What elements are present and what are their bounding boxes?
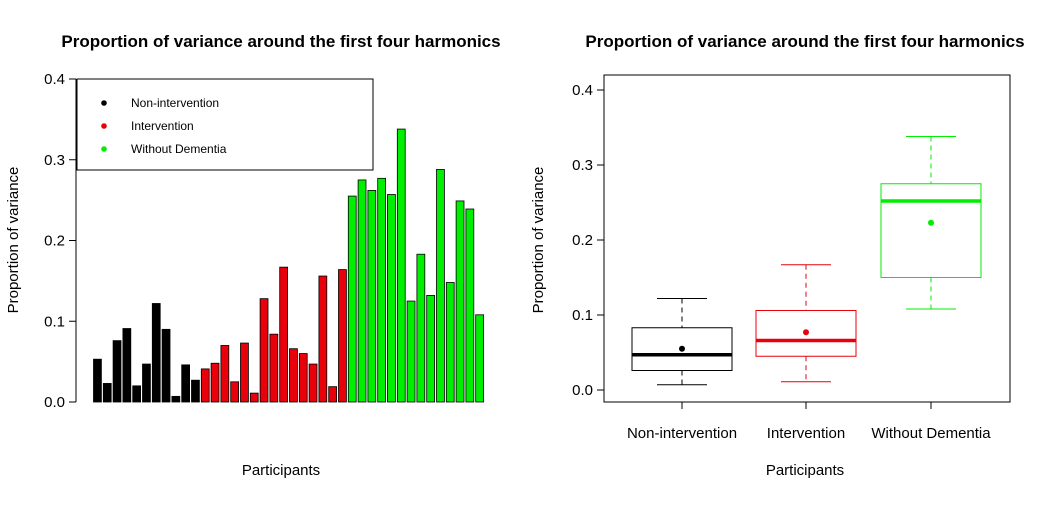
bar [367, 190, 377, 403]
box-plot-x-label: Participants [766, 462, 844, 479]
legend-marker [101, 146, 107, 152]
bar-y-tick-label: 0.4 [44, 71, 65, 88]
bar [249, 392, 259, 403]
mean-point [679, 345, 685, 352]
box-without-dementia [880, 136, 982, 310]
bar [112, 340, 122, 403]
legend-marker [101, 123, 107, 129]
bar [210, 362, 220, 403]
box-plot-title: Proportion of variance around the first … [585, 32, 1024, 51]
bar [387, 194, 396, 403]
bar [308, 363, 318, 403]
bar [142, 363, 151, 403]
box-intervention [755, 264, 857, 383]
bar [151, 303, 161, 403]
legend-box [76, 78, 374, 171]
bar [318, 275, 328, 403]
bar [191, 379, 200, 403]
box-iqr [631, 327, 733, 371]
bar [279, 266, 289, 403]
legend-label: Non-intervention [131, 96, 219, 110]
box-plot-y-label: Proportion of variance [530, 167, 547, 314]
bar-chart-x-label: Participants [242, 462, 320, 479]
bar [455, 200, 465, 403]
box-non-intervention [631, 298, 733, 386]
bar [338, 269, 347, 403]
bar [475, 314, 485, 403]
bar [269, 333, 279, 403]
bar [181, 364, 190, 403]
bar [132, 385, 141, 403]
box-x-tick-label: Without Dementia [871, 425, 991, 442]
bar-chart-title: Proportion of variance around the first … [61, 32, 500, 51]
box-plot-panel: Proportion of variance around the first … [530, 32, 1025, 479]
bar [465, 208, 475, 403]
box-y-tick-label: 0.2 [572, 232, 593, 249]
bar [416, 253, 426, 403]
bar [259, 298, 269, 403]
legend-label: Intervention [131, 119, 194, 133]
bar [289, 348, 298, 403]
legend-label: Without Dementia [131, 142, 227, 156]
box-y-tick-label: 0.1 [572, 307, 593, 324]
bar-y-tick-label: 0.0 [44, 394, 65, 411]
bar [230, 381, 239, 403]
bar [377, 177, 387, 403]
bar-y-tick-label: 0.1 [44, 313, 65, 330]
box-x-tick-label: Non-intervention [627, 425, 737, 442]
bar-chart-legend: Non-intervention Intervention Without Deme… [76, 78, 374, 171]
box-iqr [755, 310, 857, 357]
box-plot-y-axis: 0.0 0.1 0.2 0.3 0.4 [572, 82, 604, 399]
box-plot-x-axis: Non-intervention Intervention Without Deme… [627, 402, 991, 442]
legend-marker [101, 100, 107, 106]
bar [122, 328, 132, 403]
bar [200, 368, 210, 403]
bar [406, 300, 416, 403]
bar [240, 342, 249, 403]
box-plot-boxes [631, 136, 982, 386]
box-x-tick-label: Intervention [767, 425, 845, 442]
box-y-tick-label: 0.3 [572, 157, 593, 174]
bar [102, 383, 112, 403]
box-y-tick-label: 0.0 [572, 382, 593, 399]
bar-chart-panel: Proportion of variance around the first … [5, 32, 501, 479]
box-plot-frame [603, 74, 1011, 403]
bar-y-tick-label: 0.2 [44, 233, 65, 250]
bar [396, 128, 406, 403]
bar-chart-y-label: Proportion of variance [5, 167, 22, 314]
bar [298, 353, 308, 403]
bar [436, 169, 445, 403]
bar-chart-bars [93, 128, 485, 403]
bar-y-tick-label: 0.3 [44, 152, 65, 169]
bar [161, 328, 171, 403]
bar [171, 395, 181, 403]
bar [445, 282, 455, 403]
bar [347, 195, 357, 403]
bar [357, 179, 367, 403]
bar [93, 358, 102, 403]
box-iqr [880, 183, 982, 278]
mean-point [928, 219, 934, 226]
bar-chart-y-axis: 0.0 0.1 0.2 0.3 0.4 [44, 71, 77, 411]
bar [220, 345, 230, 403]
bar [426, 295, 436, 403]
box-y-tick-label: 0.4 [572, 82, 593, 99]
mean-point [803, 329, 809, 336]
bar [328, 386, 338, 403]
